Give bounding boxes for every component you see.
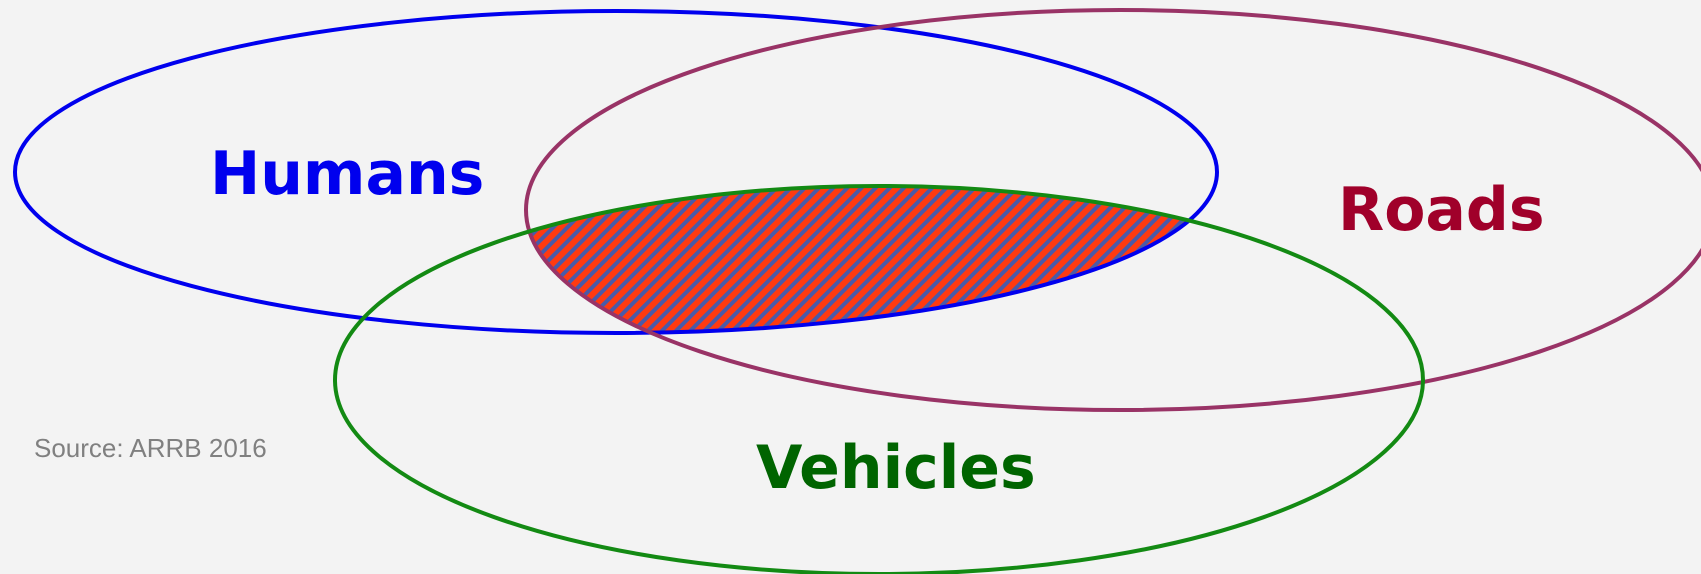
roads-label: Roads xyxy=(1338,175,1545,245)
vehicles-label: Vehicles xyxy=(756,433,1036,503)
source-note: Source: ARRB 2016 xyxy=(34,433,267,463)
intersection-clip-roads xyxy=(526,185,1217,333)
humans-label: Humans xyxy=(210,139,484,209)
intersection-clip-humans xyxy=(526,185,1217,333)
intersection-region xyxy=(526,185,1217,333)
roads-ellipse xyxy=(524,8,1701,412)
vehicles-ellipse xyxy=(333,184,1425,574)
humans-ellipse xyxy=(13,9,1219,335)
